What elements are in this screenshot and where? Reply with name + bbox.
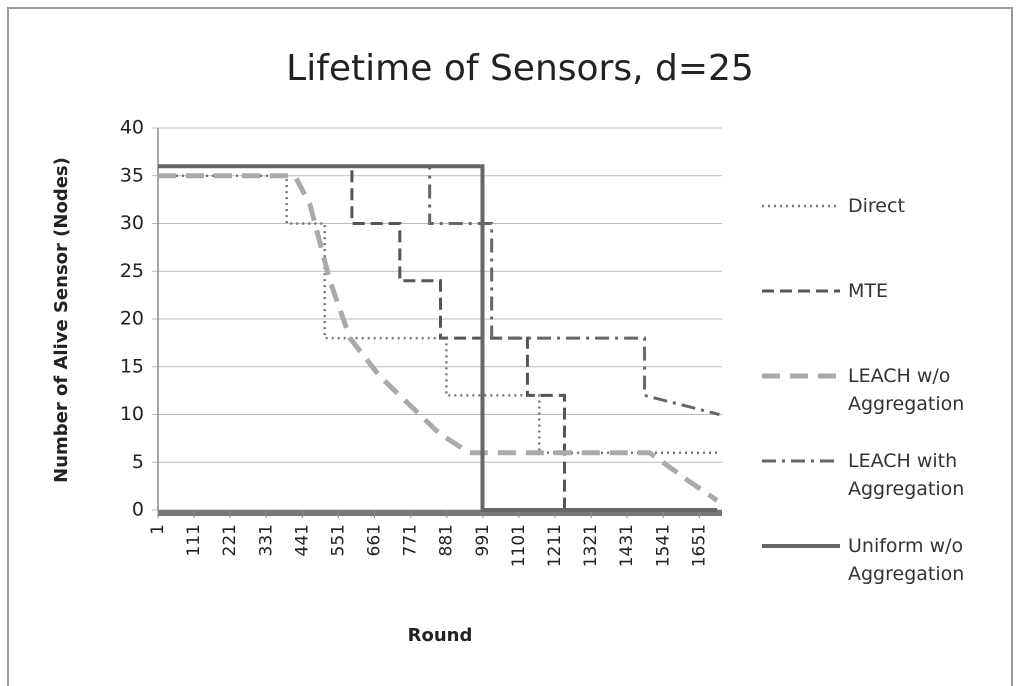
frame xyxy=(7,7,1013,686)
x-tick-label: 441 xyxy=(292,524,312,556)
series-line xyxy=(158,174,718,454)
x-tick-label: 1211 xyxy=(545,524,565,567)
x-tick-label: 1101 xyxy=(509,524,529,567)
y-tick-label: 40 xyxy=(120,117,144,139)
x-tick-label: 991 xyxy=(473,524,493,556)
legend-swatch xyxy=(762,289,840,293)
x-tick-label: 221 xyxy=(220,524,240,556)
x-tick-label: 1 xyxy=(148,524,168,535)
y-tick-label: 30 xyxy=(120,212,144,234)
legend-swatch xyxy=(762,204,840,208)
x-axis-label: Round xyxy=(408,625,473,646)
x-tick-label: 551 xyxy=(328,524,348,556)
y-tick-label: 0 xyxy=(132,499,144,521)
x-tick-label: 771 xyxy=(401,524,421,556)
x-tick-label: 111 xyxy=(184,524,204,556)
x-tick-label: 1541 xyxy=(653,524,673,567)
series-line xyxy=(158,164,567,510)
series-line xyxy=(158,164,720,416)
x-tick-label: 1431 xyxy=(617,524,637,567)
x-tick-label: 1651 xyxy=(689,524,709,567)
legend-label: LEACH w/o Aggregation xyxy=(848,365,965,415)
chart-title: Lifetime of Sensors, d=25 xyxy=(286,48,754,89)
legend-label: MTE xyxy=(848,280,889,302)
y-tick-label: 5 xyxy=(132,451,144,473)
y-tick-label: 15 xyxy=(120,355,144,377)
y-tick-label: 25 xyxy=(120,260,144,282)
x-tick-label: 331 xyxy=(256,524,276,556)
legend-label: Uniform w/o Aggregation xyxy=(848,535,965,585)
x-tick-label: 1321 xyxy=(581,524,601,567)
legend-label: Direct xyxy=(848,195,905,217)
series-line xyxy=(158,173,719,503)
x-tick-label: 881 xyxy=(437,524,457,556)
x-tick-label: 661 xyxy=(365,524,385,556)
y-tick-label: 35 xyxy=(120,164,144,186)
y-tick-label: 20 xyxy=(120,308,144,330)
legend-swatch xyxy=(762,459,840,463)
legend-label: LEACH with Aggregation xyxy=(848,450,965,500)
legend-swatch xyxy=(762,373,840,379)
series-line xyxy=(158,164,718,512)
y-axis-label: Number of Alive Sensor (Nodes) xyxy=(51,157,72,483)
y-tick-label: 10 xyxy=(120,403,144,425)
legend-swatch xyxy=(762,544,840,548)
